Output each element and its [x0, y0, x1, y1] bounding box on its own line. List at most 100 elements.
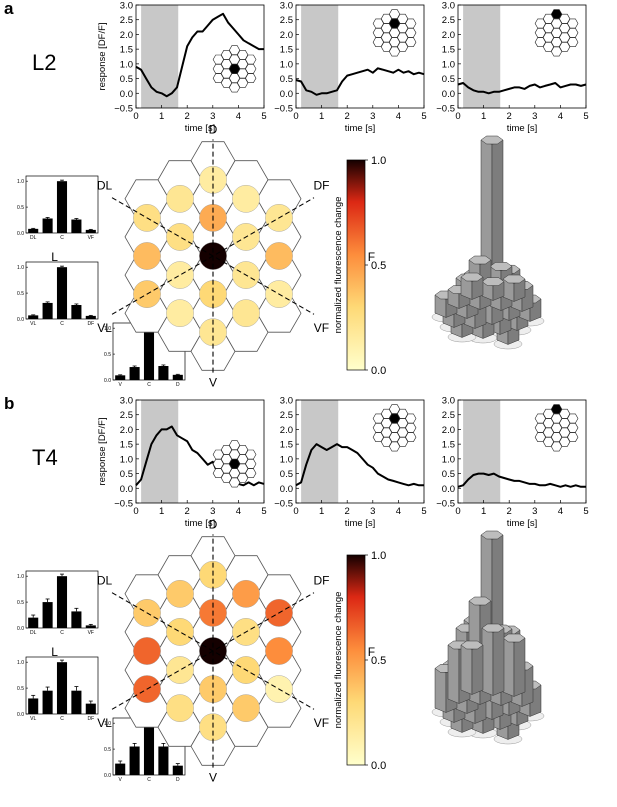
y-tick-label: 1.0 [17, 574, 24, 580]
stimulus-icon [212, 45, 257, 93]
trace-plot-2: 0 1 2 3 4 5 −0.5 0.0 0.5 1.0 1.5 2.0 2.5 3.0 time [s] [274, 396, 426, 530]
x-axis-label: time [s] [345, 123, 376, 134]
column-top [481, 623, 505, 633]
bar [28, 617, 39, 628]
column-side-right [471, 644, 484, 695]
bar [143, 723, 155, 775]
y-tick-label: 0.5 [442, 74, 455, 85]
colorbar: 1.0 0.5 0.0 normalized fluorescence change [333, 550, 386, 772]
y-tick-label: 1.0 [104, 326, 111, 332]
y-tick-label: 0.0 [17, 712, 24, 718]
bar [42, 302, 53, 319]
category-label: C [60, 235, 64, 241]
y-tick-label: 2.0 [442, 425, 455, 436]
bar [56, 181, 68, 233]
x-tick-label: 1 [159, 111, 164, 122]
stimulus-icon [372, 9, 417, 57]
x-tick-label: 2 [185, 506, 190, 517]
plot-frame [457, 399, 587, 504]
y-tick-label: 2.5 [442, 410, 455, 421]
plot-frame [295, 399, 425, 504]
bar [56, 267, 68, 319]
response-dot [133, 637, 161, 665]
bar-chart-1: 0.0 0.5 1.0 DL C VF [17, 175, 99, 241]
y-tick-label: 2.0 [442, 30, 455, 41]
bar [42, 218, 53, 233]
column-side-left [460, 644, 473, 695]
response-dot [166, 299, 194, 327]
bar [71, 690, 82, 714]
y-tick-label: 1.0 [17, 179, 24, 185]
colorbar-tick-label: 0.5 [371, 260, 386, 272]
y-tick-label: 1.0 [280, 59, 293, 70]
plot-frame [295, 4, 425, 109]
response-dot [166, 694, 194, 722]
y-tick-label: −0.5 [436, 104, 455, 115]
x-tick-label: 0 [133, 506, 138, 517]
axis-line [111, 197, 315, 315]
category-label: D [176, 382, 180, 388]
x-tick-label: 4 [396, 506, 401, 517]
x-tick-label: 5 [421, 506, 426, 517]
stimulus-window [141, 400, 179, 503]
stimulus-icon [372, 404, 417, 452]
y-tick-label: 0.0 [120, 89, 133, 100]
bar [85, 625, 96, 628]
cell-type-label: T4 [32, 445, 58, 470]
hexagon [567, 18, 579, 29]
y-tick-label: 0.5 [280, 469, 293, 480]
stimulus-window [301, 400, 339, 503]
y-tick-label: 2.0 [120, 30, 133, 41]
column-side-left [481, 627, 494, 696]
hexagon [245, 73, 257, 83]
x-tick-label: 4 [236, 111, 241, 122]
response-trace [135, 425, 265, 487]
response-dot [166, 618, 194, 646]
trace-plot-3: 0 1 2 3 4 5 −0.5 0.0 0.5 1.0 1.5 2.0 2.5 3.0 time [s] [436, 1, 588, 135]
x-tick-label: 3 [532, 111, 537, 122]
colorbar-gradient [346, 159, 366, 371]
x-tick-label: 1 [481, 506, 486, 517]
x-tick-label: 4 [236, 506, 241, 517]
hexagon [245, 449, 257, 460]
y-tick-label: 3.0 [120, 1, 133, 12]
x-axis-label: time [s] [345, 518, 376, 529]
y-tick-label: 0.5 [17, 291, 24, 297]
y-axis-label: response [DF/F] [97, 22, 108, 90]
bar [71, 611, 82, 628]
bar [172, 374, 183, 380]
y-tick-label: 0.5 [104, 747, 111, 753]
panel-letter: b [4, 394, 14, 413]
plot-frame [135, 399, 265, 504]
category-label: C [60, 630, 64, 636]
y-tick-label: 2.0 [280, 425, 293, 436]
y-tick-label: 1.0 [120, 59, 133, 70]
category-label: VF [88, 630, 94, 636]
x-axis-label: time [s] [185, 123, 216, 134]
hexagon [405, 18, 417, 29]
y-tick-label: 2.5 [280, 410, 293, 421]
x-tick-label: 0 [455, 111, 460, 122]
y-tick-label: 0.0 [442, 484, 455, 495]
x-tick-label: 5 [583, 111, 588, 122]
response-dot [166, 261, 194, 289]
column-side-right [513, 637, 526, 697]
x-tick-label: 4 [558, 506, 563, 517]
bar [71, 305, 82, 319]
stimulus-window [463, 400, 501, 503]
bar [28, 698, 39, 714]
y-tick-label: 0.0 [104, 773, 111, 779]
hexagon [567, 27, 579, 38]
direction-label-bottom_left: VL [97, 716, 112, 730]
panel-letter: a [4, 0, 14, 18]
colorbar-label: normalized fluorescence change [333, 592, 344, 729]
x-tick-label: 0 [133, 111, 138, 122]
x-tick-label: 2 [345, 111, 350, 122]
y-tick-label: −0.5 [114, 499, 133, 510]
column-side-right [492, 627, 505, 696]
bar [115, 375, 126, 380]
category-label: VL [30, 321, 36, 327]
response-dot [133, 242, 161, 270]
colorbar-tick-label: 0.5 [371, 655, 386, 667]
y-tick-label: 1.0 [280, 454, 293, 465]
